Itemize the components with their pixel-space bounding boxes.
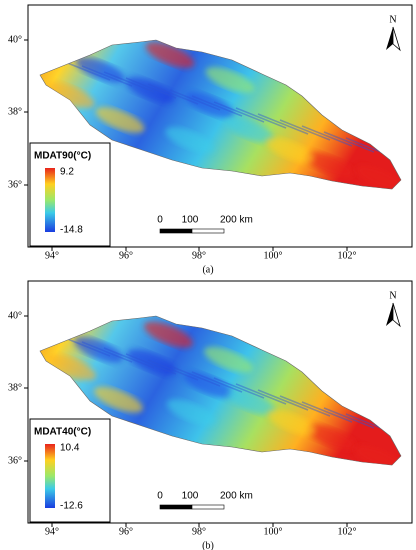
ridge bbox=[103, 71, 155, 93]
scale-label: 0 bbox=[157, 215, 163, 226]
ridge bbox=[257, 389, 309, 411]
north-label: N bbox=[389, 14, 396, 25]
ridge bbox=[81, 341, 133, 363]
terrain-patch bbox=[127, 349, 176, 376]
legend-max: 10.4 bbox=[60, 443, 80, 454]
ridge bbox=[235, 383, 287, 405]
scale-seg bbox=[191, 504, 225, 510]
terrain-patch bbox=[354, 444, 401, 465]
lon-label: 94° bbox=[45, 526, 59, 537]
ridge bbox=[147, 83, 199, 105]
lat-label: 40° bbox=[8, 310, 22, 321]
terrain-patch bbox=[355, 165, 401, 189]
scale-seg bbox=[159, 228, 193, 234]
ridge bbox=[169, 89, 221, 111]
ridge bbox=[301, 125, 353, 147]
ridge bbox=[301, 401, 353, 423]
lat-label: 38° bbox=[8, 382, 22, 393]
ridge bbox=[147, 359, 199, 381]
lon-label: 100° bbox=[264, 526, 283, 537]
scale-label: 0 bbox=[157, 491, 163, 502]
north-arrow bbox=[392, 26, 401, 52]
terrain-patch bbox=[45, 82, 95, 108]
map-panel: 40° 38° 36° 94° 96° 98° 100° 102° MDAT40(°C) 10.4… bbox=[8, 280, 413, 550]
ridge bbox=[279, 119, 331, 141]
ridge bbox=[169, 365, 221, 387]
scale-seg bbox=[191, 228, 225, 234]
texture bbox=[47, 321, 401, 465]
terrain-patch bbox=[145, 42, 195, 68]
legend-min: -14.8 bbox=[60, 225, 83, 236]
scale-label: 200 km bbox=[220, 491, 253, 502]
ridge bbox=[125, 77, 177, 99]
lon-label: 94° bbox=[45, 250, 59, 261]
ridge bbox=[257, 113, 309, 135]
terrain-patch bbox=[227, 389, 276, 416]
terrain-patch bbox=[74, 336, 123, 363]
ridge bbox=[191, 371, 243, 393]
lon-label: 96° bbox=[119, 526, 133, 537]
terrain-patch bbox=[165, 127, 215, 153]
caption: (b) bbox=[202, 540, 214, 550]
ridge bbox=[125, 353, 177, 375]
lon-label: 102° bbox=[338, 526, 357, 537]
ridge bbox=[323, 407, 375, 429]
terrain-patch bbox=[204, 346, 253, 373]
terrain-patch bbox=[125, 77, 175, 103]
lon-label: 96° bbox=[119, 250, 133, 261]
terrain-patch bbox=[307, 424, 356, 451]
ridge bbox=[235, 107, 287, 129]
north-label: N bbox=[389, 290, 396, 301]
terrain-patch bbox=[305, 152, 355, 178]
legend-min: -12.6 bbox=[60, 501, 83, 512]
color-bar bbox=[45, 168, 55, 232]
terrain-patch bbox=[167, 399, 216, 426]
ridge bbox=[103, 347, 155, 369]
terrain-patch bbox=[225, 117, 275, 143]
legend-title: MDAT40(°C) bbox=[34, 427, 91, 438]
north-arrow bbox=[386, 27, 393, 50]
lat-label: 36° bbox=[8, 179, 22, 190]
scale-label: 100 bbox=[182, 215, 199, 226]
ridge bbox=[323, 131, 375, 153]
ridge bbox=[213, 377, 265, 399]
lat-label: 40° bbox=[8, 34, 22, 45]
legend-box bbox=[29, 418, 111, 523]
terrain-patch bbox=[75, 57, 125, 83]
lon-label: 100° bbox=[264, 250, 283, 261]
terrain-patch bbox=[47, 354, 96, 381]
lat-label: 38° bbox=[8, 106, 22, 117]
terrain-patch bbox=[95, 107, 145, 133]
lat-label: 36° bbox=[8, 455, 22, 466]
legend-title: MDAT90(°C) bbox=[34, 151, 91, 162]
terrain-patch bbox=[184, 371, 233, 398]
lon-label: 98° bbox=[192, 526, 206, 537]
north-arrow bbox=[386, 303, 393, 326]
terrain-patch bbox=[205, 67, 255, 93]
terrain-patch bbox=[144, 321, 193, 348]
north-arrow bbox=[392, 302, 401, 328]
legend-max: 9.2 bbox=[60, 167, 74, 178]
ridge bbox=[81, 65, 133, 87]
lon-label: 98° bbox=[192, 250, 206, 261]
caption: (a) bbox=[202, 264, 213, 275]
scale-seg bbox=[159, 504, 193, 510]
terrain-patch bbox=[265, 137, 315, 163]
scale-label: 100 bbox=[182, 491, 199, 502]
terrain-patch bbox=[94, 386, 143, 413]
scale-label: 200 km bbox=[220, 215, 253, 226]
map-panel: 40° 38° 36° 94° 96° 98° 100° 102° MDAT90(°C) 9.2 -… bbox=[8, 4, 413, 275]
ridge bbox=[191, 95, 243, 117]
ridge bbox=[213, 101, 265, 123]
color-bar bbox=[45, 444, 55, 508]
terrain-patch bbox=[185, 92, 235, 118]
terrain-patch bbox=[267, 409, 316, 436]
legend-box bbox=[29, 142, 111, 247]
lon-label: 102° bbox=[338, 250, 357, 261]
texture bbox=[45, 42, 401, 189]
ridge bbox=[279, 395, 331, 417]
